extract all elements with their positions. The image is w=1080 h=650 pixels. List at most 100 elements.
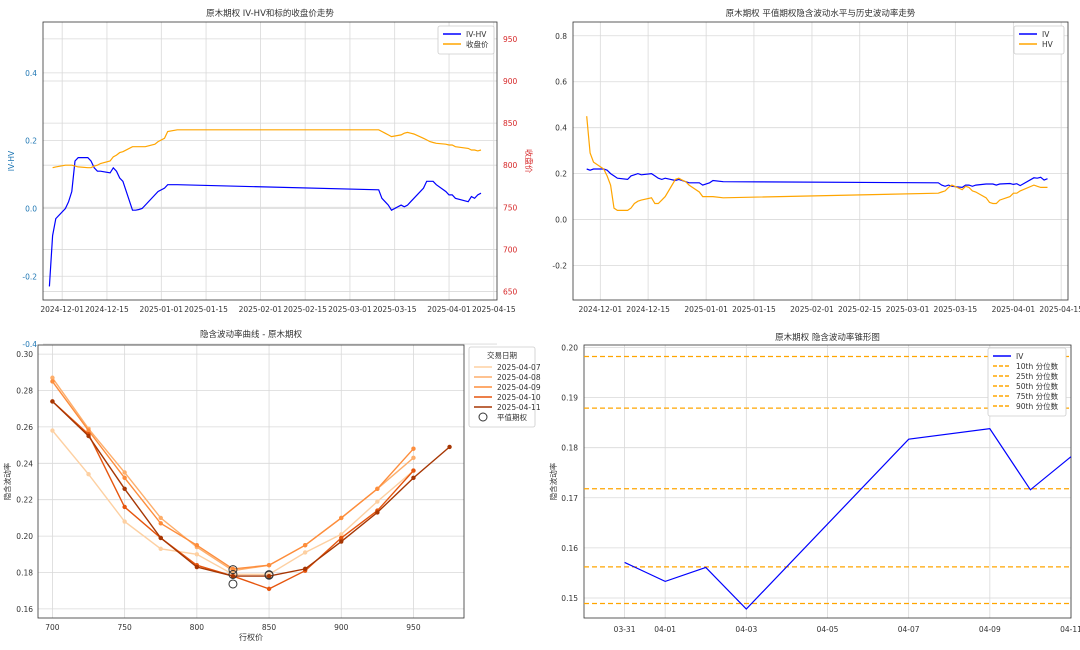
series-point <box>230 566 236 572</box>
series-line-2025-04-08 <box>51 377 414 572</box>
series-point <box>302 550 308 555</box>
legend <box>987 347 1067 417</box>
y-tick-label: 0.16 <box>561 544 578 553</box>
series-point <box>50 428 55 433</box>
y-tick-label-left: -0.4 <box>22 340 37 349</box>
x-tick-label: 2025-02-01 <box>239 305 283 314</box>
series-point <box>339 535 344 541</box>
x-tick-label: 2025-02-15 <box>838 305 882 314</box>
series-point <box>266 563 272 568</box>
series-line-HV <box>586 116 1048 211</box>
x-tick-label: 2025-03-15 <box>934 305 978 314</box>
y-tick-label: 0.16 <box>16 605 33 614</box>
series-point <box>122 504 127 510</box>
plot-frame <box>42 21 498 301</box>
y-tick-label: 0.28 <box>16 387 33 396</box>
series-point <box>50 379 55 384</box>
y-tick-label-right: 900 <box>503 77 518 86</box>
x-axis-label: 行权价 <box>239 632 263 642</box>
series-point <box>302 543 308 548</box>
series-point <box>375 510 380 515</box>
series-point <box>266 586 272 592</box>
series-point <box>411 455 416 461</box>
series-point <box>339 539 344 544</box>
legend-label: 2025-04-10 <box>497 393 541 402</box>
y-tick-label: 0.22 <box>16 496 33 505</box>
series-point <box>194 564 200 570</box>
series-point <box>158 521 163 526</box>
x-tick-label: 2025-01-01 <box>139 305 183 314</box>
y-tick-label-right: 850 <box>503 119 518 128</box>
series-line-IV <box>586 168 1048 189</box>
x-tick-label: 2025-03-15 <box>373 305 417 314</box>
x-tick-label: 04-09 <box>979 625 1001 634</box>
x-tick-label: 04-11 <box>1060 625 1080 634</box>
y-tick-label-right: 800 <box>503 161 518 170</box>
series-point <box>158 535 163 541</box>
series-line-2025-04-10 <box>51 400 415 590</box>
legend-label: 收盘价 <box>466 39 489 49</box>
legend-label: 2025-04-07 <box>497 363 541 372</box>
series-point <box>230 573 236 579</box>
series-point <box>158 515 163 521</box>
y-tick-label: 0.2 <box>555 170 567 179</box>
x-tick-label: 700 <box>45 623 60 632</box>
series-point <box>50 375 55 380</box>
x-tick-label: 04-01 <box>654 625 676 634</box>
chart-title: 原木期权 隐含波动率锥形图 <box>775 332 880 343</box>
x-tick-label: 2025-01-15 <box>732 305 776 314</box>
x-tick-label: 2025-02-01 <box>790 305 834 314</box>
series-point <box>122 519 127 524</box>
legend-label: 2025-04-08 <box>497 373 541 382</box>
x-tick-label: 2024-12-01 <box>40 305 84 314</box>
plot-frame <box>37 344 465 619</box>
series-point <box>194 543 200 548</box>
y-tick-label: 0.17 <box>561 494 578 503</box>
x-tick-label: 2025-04-01 <box>992 305 1036 314</box>
y-tick-label-left: 0.4 <box>25 69 37 78</box>
atm-marker <box>228 565 238 575</box>
chart-title: 原木期权 平值期权隐含波动水平与历史波动率走势 <box>726 8 916 19</box>
y-tick-label: 0.20 <box>561 344 578 353</box>
legend-label: IV-HV <box>466 30 487 39</box>
legend-label: 90th 分位数 <box>1016 401 1059 411</box>
atm-marker <box>228 570 238 580</box>
x-tick-label: 2025-04-15 <box>1039 305 1080 314</box>
series-point <box>122 475 127 481</box>
series-point <box>375 486 380 491</box>
series-point <box>122 470 127 475</box>
series-point <box>86 428 91 433</box>
x-tick-label: 2025-01-15 <box>184 305 228 314</box>
series-line-2025-04-11 <box>51 400 451 577</box>
legend-label: 平值期权 <box>497 412 527 422</box>
y-tick-label-right: 700 <box>503 245 518 254</box>
x-tick-label: 2025-01-01 <box>684 305 728 314</box>
y-tick-label: 0.18 <box>16 569 33 578</box>
legend-label: 25th 分位数 <box>1016 371 1059 381</box>
y-axis-label: 隐含波动率 <box>548 462 558 500</box>
series-line-2025-04-07 <box>51 430 414 575</box>
series-point <box>411 475 416 481</box>
legend <box>437 25 495 55</box>
x-tick-label: 2025-04-15 <box>472 305 516 314</box>
series-line-2025-04-09 <box>51 380 415 570</box>
series-point <box>122 486 127 491</box>
series-point <box>194 552 200 557</box>
y-tick-label: 0.24 <box>16 459 33 468</box>
atm-marker <box>264 570 274 580</box>
y-tick-label: 0.8 <box>555 32 567 41</box>
x-tick-label: 2025-02-15 <box>283 305 327 314</box>
x-tick-label: 2024-12-15 <box>626 305 670 314</box>
legend-label: 10th 分位数 <box>1016 361 1059 371</box>
y-axis-label: 隐含波动率 <box>2 462 12 500</box>
legend-label: 2025-04-11 <box>497 403 541 412</box>
y-tick-label-left: 0.0 <box>25 204 37 213</box>
x-tick-label: 900 <box>334 623 349 632</box>
x-tick-label: 950 <box>406 623 421 632</box>
x-tick-label: 03-31 <box>614 625 636 634</box>
plot-frame <box>572 21 1069 301</box>
y-axis-label-right: 收盘价 <box>524 149 534 173</box>
series-point <box>411 468 416 473</box>
